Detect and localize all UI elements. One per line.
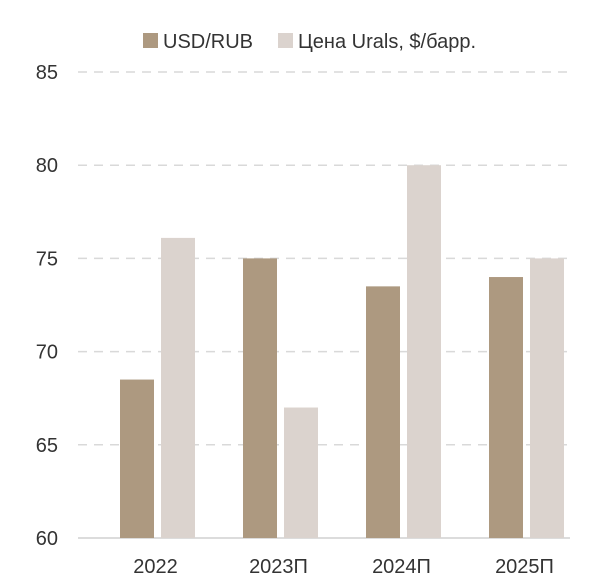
legend-swatch-urals-price <box>278 33 293 48</box>
y-tick-label-65: 65 <box>36 435 58 457</box>
bar-2023П-series-1 <box>243 258 277 538</box>
gridlines <box>78 71 570 539</box>
legend-swatch-usd-rub <box>143 33 158 48</box>
x-tick-label-2025П: 2025П <box>495 556 554 578</box>
y-tick-label-60: 60 <box>36 528 58 550</box>
bar-2025П-series-1 <box>489 277 523 538</box>
bars <box>120 165 564 538</box>
bar-2022-series-1 <box>120 379 154 538</box>
legend-label-urals-price: Цена Urals, $/барр. <box>298 31 476 53</box>
x-tick-label-2022: 2022 <box>133 556 178 578</box>
bar-2025П-series-2 <box>530 258 564 538</box>
legend-label-usd-rub: USD/RUB <box>163 31 253 53</box>
bar-2024П-series-1 <box>366 286 400 538</box>
bar-2022-series-2 <box>161 237 195 538</box>
bar-2023П-series-2 <box>284 407 318 538</box>
y-axis: 60 65 70 75 80 85 <box>36 62 58 550</box>
y-tick-label-70: 70 <box>36 342 58 364</box>
y-tick-label-75: 75 <box>36 248 58 270</box>
legend: USD/RUB Цена Urals, $/барр. <box>143 31 476 53</box>
y-tick-label-85: 85 <box>36 62 58 84</box>
x-axis: 2022 2023П 2024П 2025П <box>133 556 554 578</box>
y-tick-label-80: 80 <box>36 155 58 177</box>
x-tick-label-2023П: 2023П <box>249 556 308 578</box>
bar-2024П-series-2 <box>407 165 441 538</box>
x-tick-label-2024П: 2024П <box>372 556 431 578</box>
